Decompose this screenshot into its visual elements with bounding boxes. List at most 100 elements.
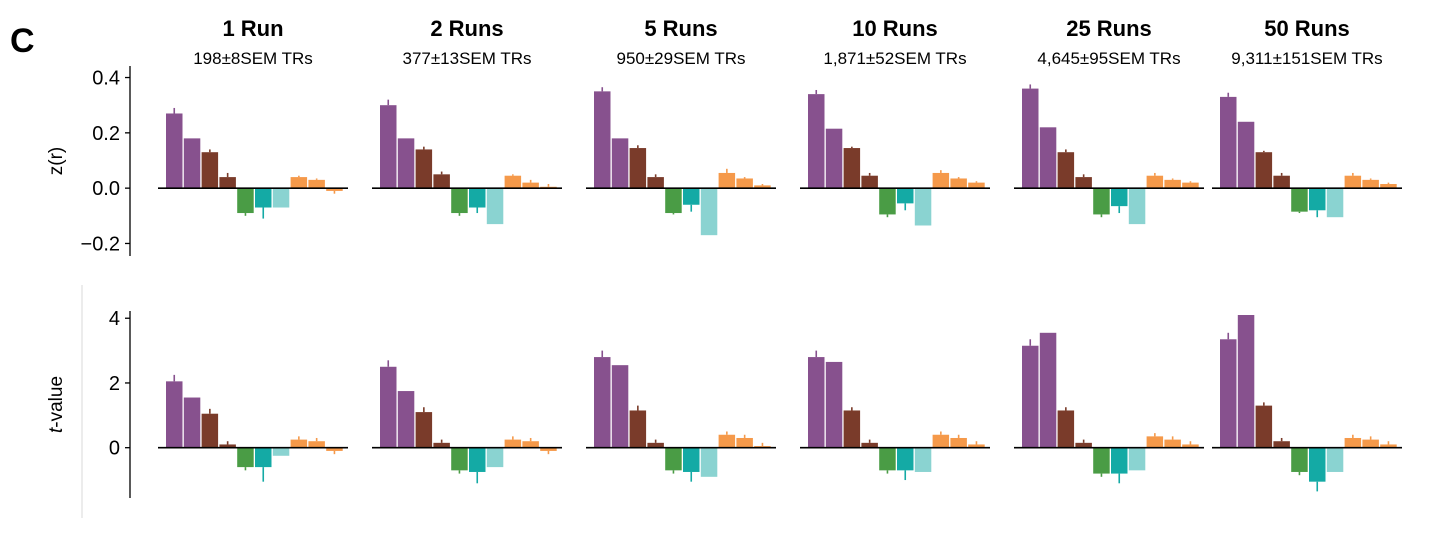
bar [968,444,985,448]
bar [808,94,825,189]
bar [647,177,664,189]
bar [1237,315,1255,448]
bar [1220,339,1237,448]
bar [1291,447,1308,472]
bar [486,447,504,468]
bar [1146,436,1164,448]
bar [272,188,290,208]
y-axis-label: t-value [46,376,67,433]
bar [914,447,932,472]
bar [326,447,343,451]
bar [611,365,629,448]
bar [843,148,861,189]
bar [1022,345,1039,448]
y-axis-label: z(r) [46,147,67,175]
bar [825,361,843,448]
bar [718,172,736,189]
bar [1039,127,1057,189]
y-tick-label: 0.2 [92,123,120,145]
bar [683,447,700,472]
bar [415,149,433,189]
bar [700,188,718,236]
bar [1093,447,1110,474]
bar [1344,437,1362,448]
bar [629,410,647,448]
bar [1111,447,1128,474]
bar [683,188,700,205]
bar [932,172,950,189]
bar [861,442,878,448]
bar [647,442,664,448]
bar [219,177,236,189]
bar [183,397,201,448]
run-subtitle: 377±13SEM TRs [402,49,531,68]
bar [504,175,522,189]
bar [1273,441,1290,448]
run-title: 5 Runs [644,16,717,41]
bar [290,439,308,448]
bar [433,174,450,189]
bar [397,391,415,448]
bar [700,447,718,477]
bar [1255,405,1273,448]
bar [166,381,183,448]
bar [237,188,254,214]
bar [754,185,771,189]
bar [397,138,415,189]
bar [1380,184,1397,189]
run-title: 2 Runs [430,16,503,41]
bar [469,188,486,208]
run-title: 1 Run [222,16,283,41]
y-tick-label: 2 [109,373,120,395]
bar [950,178,967,189]
bar [1362,179,1379,189]
bar [183,138,201,189]
bar [1128,188,1146,225]
bar [665,188,682,214]
bar [879,188,896,215]
y-tick-label: 4 [109,308,120,330]
bar-groups [158,84,1402,492]
y-tick-label: 0.0 [92,178,120,200]
run-subtitle: 9,311±151SEM TRs [1231,49,1382,68]
bar [1220,96,1237,189]
y-tick-label: 0.4 [92,68,120,90]
bar [1111,188,1128,207]
bar [611,138,629,189]
run-subtitle: 4,645±95SEM TRs [1037,49,1180,68]
bar [718,434,736,448]
run-subtitle: 1,871±52SEM TRs [823,49,966,68]
bar [1057,410,1075,448]
bar [469,447,486,472]
bar [950,437,967,448]
run-title: 50 Runs [1264,16,1350,41]
bar [1039,332,1057,448]
run-title: 10 Runs [852,16,938,41]
bar [736,437,753,448]
bar [1164,179,1181,189]
bar [451,447,468,471]
bar [272,447,290,456]
bar [1164,439,1181,448]
bar [897,447,914,471]
bar [504,439,522,448]
bar [255,447,272,468]
bar [665,447,682,471]
bar [201,152,219,189]
bar [1255,152,1273,189]
bar [522,182,539,189]
run-subtitle: 198±8SEM TRs [193,49,313,68]
bar [415,412,433,448]
bar [914,188,932,226]
bar [1146,175,1164,189]
bar [1022,88,1039,189]
bar [380,366,397,448]
bar [1273,175,1290,189]
bar [754,446,771,448]
bar [1075,177,1092,189]
bar [1093,188,1110,215]
bar [1291,188,1308,212]
bar [237,447,254,468]
bar [843,410,861,448]
